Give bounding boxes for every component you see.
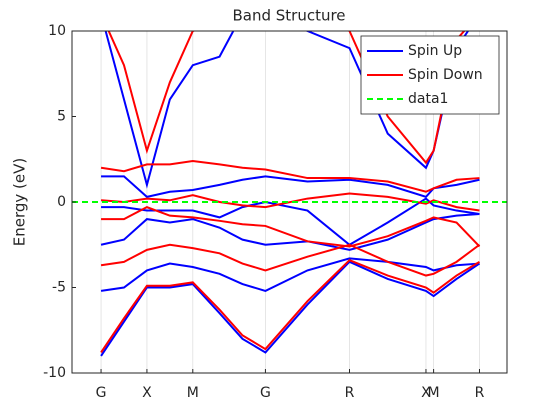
chart-title: Band Structure [232,7,345,25]
band-line [100,212,480,251]
band-line [100,159,480,193]
x-tick-label: G [260,385,271,401]
x-tick-label: R [475,385,485,401]
band-line [101,206,481,248]
x-tick-label: R [345,385,355,401]
band-line [100,258,480,354]
x-tick-label: G [96,385,107,401]
band-line [100,243,481,277]
legend-label: Spin Down [408,67,483,83]
x-tick-label: M [187,385,199,401]
band-line [100,260,481,357]
y-tick-label: -5 [52,280,66,296]
x-tick-label: M [428,385,440,401]
y-axis-label: Energy (eV) [11,158,29,246]
y-tick-label: 0 [57,194,66,210]
band-line [100,192,480,212]
y-tick-label: 10 [48,23,66,39]
y-tick-label: 5 [57,109,66,125]
y-tick-label: -10 [43,365,66,381]
x-tick-label: X [142,385,152,401]
legend-label: Spin Up [408,43,462,59]
x-tick-label: X [421,385,431,401]
band-line [100,257,480,292]
band-line [101,175,480,199]
band-line [107,31,466,165]
legend-label: data1 [408,91,448,107]
legend: Spin Up Spin Down data1 [360,35,500,115]
plot-lines [72,31,507,357]
